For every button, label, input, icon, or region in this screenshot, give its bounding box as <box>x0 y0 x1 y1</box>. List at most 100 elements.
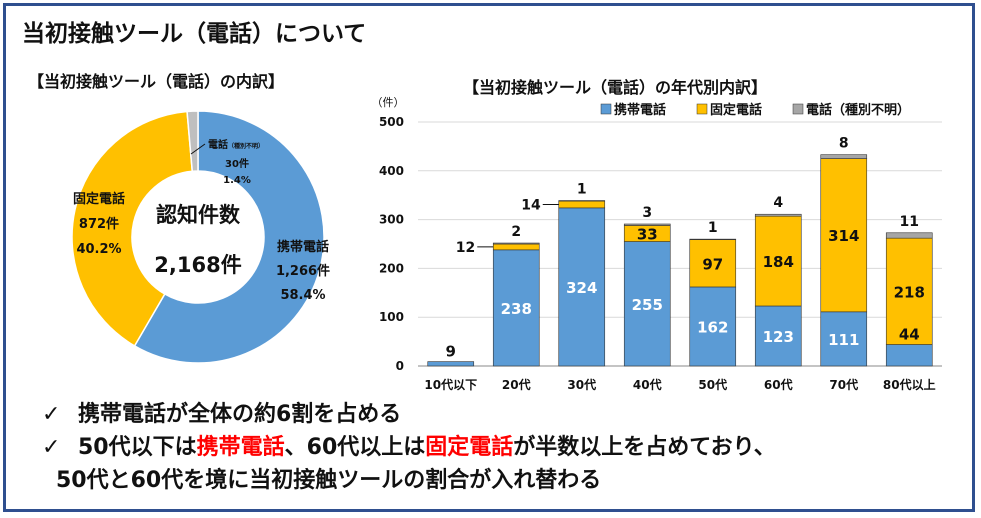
bar-segment-unknown <box>754 213 802 217</box>
x-tick-label: 20代 <box>502 377 531 392</box>
legend-swatch-landline <box>696 103 708 115</box>
bar-segment-mobile <box>885 344 933 367</box>
data-label-landline: 14 <box>521 197 541 213</box>
data-label-mobile: 238 <box>501 300 532 318</box>
x-tick-label: 70代 <box>829 377 858 392</box>
data-label-mobile: 44 <box>899 326 920 344</box>
bar-segment-unknown <box>623 223 671 226</box>
data-label-mobile: 324 <box>566 279 597 297</box>
bar-segment-mobile <box>492 249 540 367</box>
bullet-2-continuation: 50代と60代を境に当初接触ツールの割合が入れ替わる <box>56 468 602 493</box>
y-tick-label: 300 <box>379 213 404 227</box>
bullet-2-text-b: 、60代以上は <box>284 435 426 460</box>
bar-segment-landline <box>754 215 802 307</box>
data-label-unknown: 11 <box>900 214 919 230</box>
x-tick-label: 60代 <box>764 377 793 392</box>
data-label-unknown: 8 <box>839 136 849 152</box>
data-label-landline: 314 <box>828 227 859 245</box>
slide-frame <box>3 3 975 512</box>
check-icon: ✓ <box>42 435 61 460</box>
bar-segment-unknown <box>492 242 540 245</box>
bar-segment-unknown <box>885 232 933 239</box>
data-label-unknown: 1 <box>577 182 587 198</box>
data-label-unknown: 3 <box>642 205 652 221</box>
x-tick-label: 10代以下 <box>424 377 477 392</box>
y-tick-label: 400 <box>379 164 404 178</box>
bullet-1: ✓ 携帯電話が全体の約6割を占める <box>42 398 776 431</box>
data-label-landline: 218 <box>894 283 925 301</box>
bar-chart-y-axis: （件） 0 100 200 300 400 500 <box>372 96 405 373</box>
bar-segment-landline <box>558 200 606 209</box>
y-tick-label: 200 <box>379 261 404 275</box>
data-label-mobile: 123 <box>763 328 794 346</box>
slice-label-mobile-pct: 58.4% <box>280 288 325 303</box>
bullet-2-text-c: が半数以上を占めており、 <box>513 435 776 460</box>
slice-label-unknown-pct: 1.4% <box>223 175 251 186</box>
y-tick-label: 0 <box>396 359 404 373</box>
slice-leader-line <box>190 143 206 155</box>
slice-landline <box>71 110 194 347</box>
data-label-unknown: 4 <box>773 195 783 211</box>
bar-chart-x-axis: 10代以下 20代 30代 40代 50代 60代 70代 80代以上 <box>424 377 935 392</box>
data-label-landline: 12 <box>456 240 475 256</box>
bar-chart-bars <box>427 154 933 367</box>
slice-label-mobile-count: 1,266件 <box>276 263 330 279</box>
data-label-mobile: 162 <box>697 318 728 336</box>
summary-bullets: ✓ 携帯電話が全体の約6割を占める ✓ 50代以下は携帯電話、60代以上は固定電話が… <box>42 398 776 497</box>
legend-swatch-mobile <box>600 103 612 115</box>
slice-label-landline-count: 872件 <box>79 216 119 232</box>
donut-labels: 認知件数 2,168件 携帯電話 1,266件 58.4% 固定電話 872件 … <box>73 138 330 303</box>
legend-label-mobile: 携帯電話 <box>614 102 666 118</box>
slice-label-unknown-count: 30件 <box>225 157 249 170</box>
slice-unknown <box>186 110 199 173</box>
donut-center-total: 2,168件 <box>154 253 241 277</box>
bullet-1-text: 携帯電話が全体の約6割を占める <box>78 402 402 427</box>
page-title: 当初接触ツール（電話）について <box>22 21 367 47</box>
data-label-mobile: 111 <box>828 331 859 349</box>
legend-label-unknown: 電話（種別不明） <box>806 102 910 118</box>
slice-mobile <box>133 110 325 364</box>
y-tick-label: 100 <box>379 310 404 324</box>
bar-chart-data-labels: 9238122324141255333162971123184411131484… <box>446 136 925 361</box>
data-label-unknown: 2 <box>511 224 521 240</box>
donut-chart <box>71 110 325 364</box>
data-label-landline: 97 <box>702 255 723 273</box>
slice-label-landline-name: 固定電話 <box>73 191 125 207</box>
bar-segment-landline <box>820 158 868 313</box>
donut-center-label: 認知件数 <box>156 203 241 227</box>
x-tick-label: 30代 <box>567 377 596 392</box>
slice-label-mobile-name: 携帯電話 <box>277 239 329 255</box>
legend-swatch-unknown <box>792 103 804 115</box>
check-icon: ✓ <box>42 402 61 427</box>
slice-label-landline-pct: 40.2% <box>76 242 121 257</box>
slice-label-unknown-name: 電話（種別不明） <box>208 138 264 151</box>
data-label-mobile: 9 <box>446 343 456 361</box>
x-tick-label: 40代 <box>633 377 662 392</box>
data-label-landline: 184 <box>763 253 794 271</box>
bar-segment-landline <box>689 239 737 288</box>
bar-segment-mobile <box>558 207 606 367</box>
pie-chart-title: 【当初接触ツール（電話）の内訳】 <box>28 72 285 91</box>
bar-segment-mobile <box>754 305 802 367</box>
bar-chart-title: 【当初接触ツール（電話）の年代別内訳】 <box>463 78 768 97</box>
data-label-mobile: 255 <box>632 296 663 314</box>
bar-segment-mobile <box>820 311 868 367</box>
bar-segment-mobile <box>623 241 671 367</box>
bar-segment-mobile <box>689 286 737 367</box>
data-label-unknown: 1 <box>708 220 718 236</box>
bar-segment-unknown <box>820 154 868 159</box>
y-tick-label: 500 <box>379 115 404 129</box>
bar-segment-mobile <box>427 361 475 367</box>
x-tick-label: 80代以上 <box>883 377 936 392</box>
x-tick-label: 50代 <box>698 377 727 392</box>
data-label-landline: 33 <box>637 226 658 244</box>
legend-label-landline: 固定電話 <box>710 102 762 118</box>
bullet-2: ✓ 50代以下は携帯電話、60代以上は固定電話が半数以上を占めており、 <box>42 431 776 464</box>
y-axis-unit: （件） <box>372 96 405 109</box>
bullet-2-highlight-landline: 固定電話 <box>425 435 514 460</box>
bar-chart-legend: 携帯電話 固定電話 電話（種別不明） <box>600 102 910 118</box>
bullet-2-text-a: 50代以下は <box>78 435 197 460</box>
bullet-2-highlight-mobile: 携帯電話 <box>196 435 285 460</box>
bar-segment-landline <box>492 243 540 251</box>
